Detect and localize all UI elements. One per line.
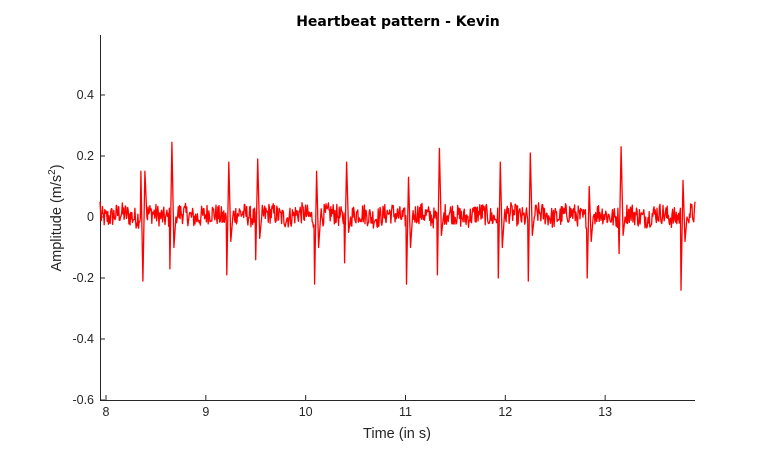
tick-layer: 8 9 10 11 12 13 -0.6 -0.4 -0.2 0 0.2 0.4 [72, 88, 612, 419]
heartbeat-series-line [99, 141, 696, 291]
y-tick-label: -0.4 [72, 332, 94, 346]
y-axis-label-suffix: ) [49, 164, 65, 169]
y-axis-label-main: Amplitude (m/s [49, 175, 65, 272]
y-tick-label: 0 [87, 210, 94, 224]
x-tick-label: 12 [498, 405, 512, 419]
chart-title: Heartbeat pattern - Kevin [296, 14, 500, 30]
x-tick-label: 9 [202, 405, 209, 419]
y-axis-label-superscript: 2 [47, 169, 58, 175]
x-axis-label: Time (in s) [363, 426, 431, 442]
plot-layer [99, 141, 696, 291]
y-tick-label: -0.6 [72, 393, 94, 407]
y-tick-label: 0.2 [77, 149, 94, 163]
x-tick-label: 13 [598, 405, 612, 419]
x-tick-label: 11 [399, 405, 412, 419]
y-tick-label: 0.4 [77, 88, 94, 102]
x-tick-label: 8 [103, 405, 110, 419]
y-tick-label: -0.2 [72, 271, 94, 285]
x-tick-label: 10 [299, 405, 313, 419]
y-axis-label: Amplitude (m/s2) [47, 164, 65, 271]
